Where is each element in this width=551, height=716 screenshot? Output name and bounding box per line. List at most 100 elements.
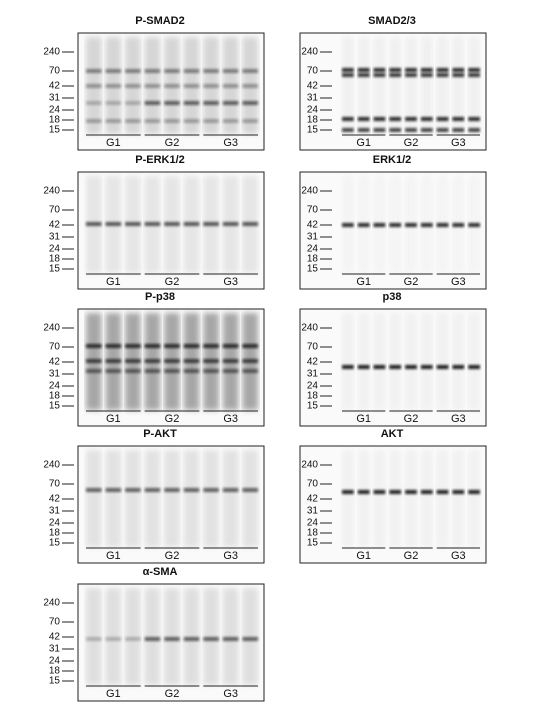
band: [183, 637, 200, 641]
marker-label: 31: [307, 232, 319, 243]
marker-label: 70: [49, 479, 61, 490]
marker-label: 15: [307, 125, 319, 136]
lane-smear: [389, 37, 402, 134]
band: [144, 119, 161, 123]
band: [125, 488, 141, 492]
band: [242, 488, 258, 492]
band: [357, 223, 370, 227]
band: [183, 369, 200, 373]
band: [86, 488, 102, 492]
marker-label: 42: [307, 494, 319, 505]
band: [373, 365, 386, 369]
band: [342, 68, 354, 72]
band: [125, 637, 141, 641]
marker-label: 15: [49, 538, 61, 549]
band: [164, 69, 180, 73]
band: [125, 84, 141, 88]
band: [125, 344, 141, 348]
lane-smear: [86, 450, 102, 547]
band: [203, 222, 219, 226]
band: [144, 488, 161, 492]
band: [222, 84, 239, 88]
marker-label: 70: [49, 66, 61, 77]
lane-smear: [342, 313, 354, 410]
band: [105, 359, 122, 363]
band: [342, 223, 354, 227]
band: [222, 101, 239, 105]
marker-label: 18: [307, 391, 319, 402]
band: [373, 128, 386, 132]
band: [86, 69, 102, 73]
band: [86, 119, 102, 123]
band: [164, 84, 180, 88]
marker-label: 42: [307, 357, 319, 368]
lane-smear: [125, 588, 141, 685]
blot-frame: [299, 445, 487, 564]
band: [86, 344, 102, 348]
band: [203, 637, 219, 641]
group-label: G1: [356, 413, 371, 425]
band: [125, 119, 141, 123]
band: [86, 101, 102, 105]
group-label: G1: [106, 688, 121, 700]
marker-label: 42: [49, 220, 61, 231]
lane-smear: [468, 313, 480, 410]
marker-label: 15: [49, 264, 61, 275]
band: [373, 490, 386, 494]
band: [222, 488, 239, 492]
marker-label: 240: [301, 47, 318, 58]
marker-label: 15: [307, 538, 319, 549]
band: [222, 69, 239, 73]
band: [183, 222, 200, 226]
band: [242, 101, 258, 105]
lane-smear: [468, 450, 480, 547]
marker-label: 31: [49, 232, 61, 243]
band: [357, 490, 370, 494]
band: [105, 369, 122, 373]
panel-title: P-SMAD2: [135, 15, 185, 27]
band: [105, 101, 122, 105]
band: [164, 222, 180, 226]
group-label: G2: [404, 137, 419, 149]
band: [125, 369, 141, 373]
band: [222, 359, 239, 363]
panel-title: α-SMA: [143, 566, 178, 578]
band: [468, 68, 480, 72]
panel-title: P-p38: [145, 291, 175, 303]
band: [222, 222, 239, 226]
marker-label: 31: [307, 506, 319, 517]
group-label: G3: [451, 413, 466, 425]
band: [373, 117, 386, 121]
band: [436, 365, 449, 369]
group-label: G2: [165, 276, 180, 288]
marker-label: 42: [307, 81, 319, 92]
band: [468, 73, 480, 77]
marker-label: 15: [49, 125, 61, 136]
band: [389, 490, 402, 494]
lane-smear: [144, 450, 161, 547]
group-label: G2: [165, 137, 180, 149]
band: [144, 359, 161, 363]
band: [436, 490, 449, 494]
band: [452, 490, 465, 494]
lane-smear: [373, 37, 386, 134]
marker-label: 70: [307, 342, 319, 353]
band: [164, 344, 180, 348]
band: [357, 128, 370, 132]
band: [420, 365, 433, 369]
marker-label: 31: [49, 93, 61, 104]
band: [183, 344, 200, 348]
lane-smear: [222, 450, 239, 547]
panel-title: p38: [383, 291, 402, 303]
band: [144, 84, 161, 88]
band: [436, 117, 449, 121]
band: [436, 128, 449, 132]
band: [183, 101, 200, 105]
band: [183, 359, 200, 363]
band: [420, 68, 433, 72]
group-label: G1: [356, 137, 371, 149]
lane-smear: [468, 37, 480, 134]
blot-frame: [77, 445, 265, 564]
